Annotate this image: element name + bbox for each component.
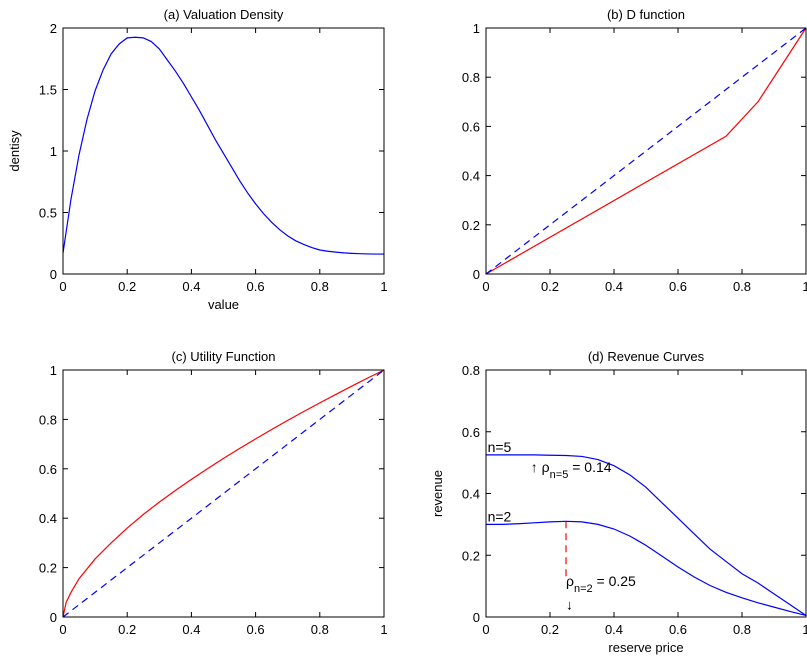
x-tick-label: 1 (802, 622, 807, 637)
annotation-text: n=2 (488, 508, 512, 524)
annotation-main: ρ (566, 573, 574, 589)
x-tick-label: 0.6 (669, 279, 687, 294)
x-tick-label: 0.2 (118, 622, 136, 637)
x-tick-label: 0.6 (247, 279, 265, 294)
x-tick-label: 0.4 (605, 279, 623, 294)
x-tick-label: 0.4 (605, 622, 623, 637)
chart-title: (b) D function (607, 7, 685, 22)
series-line-1 (62, 369, 385, 618)
x-tick-label: 0.4 (182, 279, 200, 294)
annotation-main: n=2 (488, 508, 512, 524)
y-tick-label: 0 (50, 610, 57, 625)
y-tick-label: 0.2 (462, 218, 480, 233)
x-tick-label: 0.2 (541, 279, 559, 294)
annotation-main: n=5 (488, 439, 512, 455)
y-tick-label: 0.5 (39, 206, 57, 221)
y-tick-label: 0 (473, 267, 480, 282)
series-line-2 (62, 369, 385, 618)
chart-panel-2: (b) D function 0 0.2 0.4 0.6 0.8 1 0 0.2 0.4 0.6 0.… (462, 7, 807, 294)
chart-panel-1: (a) Valuation Density 0 0.2 0.4 0.6 0.8 1 0 0.5 1… (7, 7, 388, 312)
x-tick-label: 0 (482, 622, 489, 637)
series-line-1 (485, 27, 807, 275)
x-tick-label: 0.2 (541, 622, 559, 637)
axes-box (485, 369, 807, 618)
y-axis-label: dentisy (7, 130, 22, 172)
x-tick-label: 0.8 (733, 279, 751, 294)
y-tick-label: 0 (50, 267, 57, 282)
y-tick-label: 0.6 (462, 119, 480, 134)
x-tick-label: 0 (59, 622, 66, 637)
y-tick-label: 0.2 (39, 561, 57, 576)
x-tick-label: 1 (380, 622, 387, 637)
x-tick-label: 0.6 (247, 622, 265, 637)
y-tick-label: 0.2 (462, 548, 480, 563)
annotation-text: ρn=2 = 0.25 (566, 573, 636, 595)
axes-box (62, 27, 385, 275)
y-tick-label: 0.8 (39, 412, 57, 427)
series-line-2 (485, 27, 807, 275)
y-tick-label: 1 (50, 363, 57, 378)
x-axis-label: value (208, 297, 239, 312)
chart-title: (d) Revenue Curves (588, 349, 705, 364)
x-tick-label: 1 (380, 279, 387, 294)
series-line-1 (486, 454, 807, 616)
series-line-2 (486, 520, 807, 617)
y-tick-label: 1 (50, 144, 57, 159)
y-tick-label: 0 (473, 610, 480, 625)
annotation-main: ↑ ρ (531, 459, 550, 475)
y-axis-label: revenue (430, 470, 445, 517)
annotation-text: n=5 (488, 439, 512, 455)
x-tick-label: 0 (59, 279, 66, 294)
annotation-subscript: n=2 (574, 583, 593, 595)
x-tick-label: 0.8 (311, 279, 329, 294)
y-tick-label: 2 (50, 21, 57, 36)
chart-title: (c) Utility Function (171, 349, 275, 364)
y-tick-label: 0.4 (462, 169, 480, 184)
axes-box (485, 27, 807, 275)
series-line-1 (62, 36, 384, 255)
annotation-subscript: n=5 (550, 469, 569, 481)
y-tick-label: 1.5 (39, 83, 57, 98)
x-axis-label: reserve price (608, 640, 683, 655)
x-tick-label: 0.6 (669, 622, 687, 637)
annotation-main: ↓ (566, 596, 573, 612)
y-tick-label: 0.8 (462, 70, 480, 85)
x-tick-label: 0.8 (311, 622, 329, 637)
x-tick-label: 0.8 (733, 622, 751, 637)
chart-title: (a) Valuation Density (164, 7, 284, 22)
chart-panel-3: (c) Utility Function 0 0.2 0.4 0.6 0.8 1 0 0.2 0.… (39, 349, 388, 637)
annotation-suffix: = 0.14 (568, 459, 611, 475)
x-tick-label: 0.2 (118, 279, 136, 294)
annotation-text: ↑ ρn=5 = 0.14 (531, 459, 612, 481)
y-tick-label: 0.6 (39, 462, 57, 477)
axes-box (62, 369, 385, 618)
y-tick-label: 1 (473, 21, 480, 36)
annotation-suffix: = 0.25 (593, 573, 636, 589)
x-tick-label: 0.4 (182, 622, 200, 637)
y-tick-label: 0.4 (39, 511, 57, 526)
annotation-text: ↓ (566, 596, 573, 612)
y-tick-label: 0.6 (462, 425, 480, 440)
x-tick-label: 1 (802, 279, 807, 294)
y-tick-label: 0.4 (462, 487, 480, 502)
y-tick-label: 0.8 (462, 363, 480, 378)
x-tick-label: 0 (482, 279, 489, 294)
